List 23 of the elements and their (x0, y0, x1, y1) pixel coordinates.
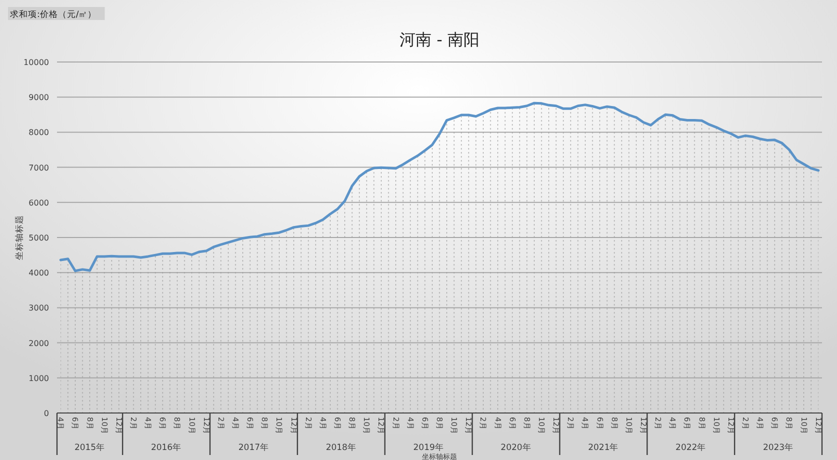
y-tick-label: 2000 (28, 338, 49, 348)
text: 2021年 (588, 442, 619, 453)
y-tick-label: 6000 (28, 198, 49, 208)
y-tick-label: 9000 (28, 93, 49, 102)
y-axis-title: 坐标轴标题 (14, 215, 25, 260)
text: 2022年 (676, 442, 706, 453)
text: 2015年 (74, 442, 106, 453)
text: 2019年 (413, 442, 444, 453)
text: 2018年 (326, 442, 356, 453)
y-tick-label: 8000 (28, 128, 49, 138)
text: 2023年 (762, 442, 794, 453)
y-tick-label: 5000 (28, 234, 49, 242)
y-tick-label: 4000 (28, 268, 49, 278)
text: 2017年 (238, 442, 270, 453)
y-tick-label: 10000 (24, 58, 49, 67)
text: 2016年 (150, 442, 182, 453)
y-tick-label: 3000 (28, 304, 49, 313)
y-tick-label: 0 (44, 409, 49, 418)
text: 求和项:价格（元/㎡） (10, 9, 97, 20)
y-tick-label: 1000 (28, 374, 49, 383)
y-tick-label: 7000 (28, 163, 49, 172)
chart-title: 河南 - 南阳 (400, 30, 480, 49)
text: 2020年 (500, 442, 532, 453)
